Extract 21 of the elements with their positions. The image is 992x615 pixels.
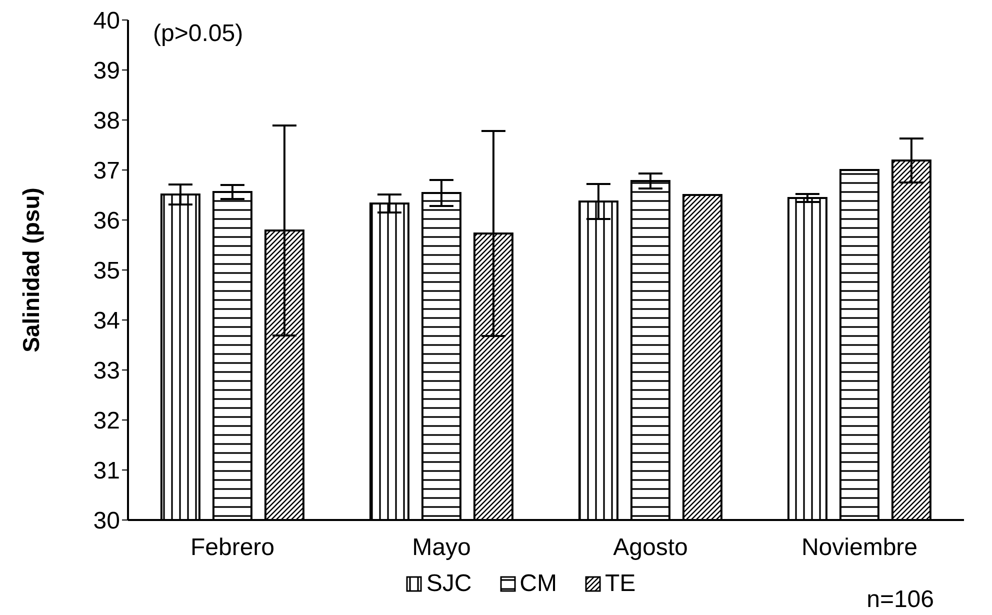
legend-label: CM: [518, 570, 557, 598]
y-tick-label: 36: [93, 208, 120, 235]
x-tick-label: Febrero: [190, 534, 275, 562]
legend-label: TE: [604, 570, 636, 598]
text: n=106: [866, 586, 934, 614]
y-axis-title: Salinidad (psu): [18, 188, 44, 352]
legend-label: SJC: [425, 570, 472, 598]
y-tick-label: 31: [93, 458, 120, 485]
y-tick-label: 40: [93, 8, 120, 35]
y-tick-label: 34: [93, 308, 120, 335]
y-tick-label: 39: [93, 58, 120, 85]
y-tick-label: 37: [93, 158, 120, 185]
y-tick-label: 33: [93, 358, 120, 385]
y-tick-label: 38: [93, 108, 120, 135]
x-tick-label: Mayo: [412, 534, 471, 562]
y-tick-label: 32: [93, 408, 120, 435]
y-tick-label: 35: [93, 258, 120, 285]
x-tick-label: Agosto: [613, 534, 688, 562]
annotation: (p>0.05): [153, 20, 244, 48]
x-tick-label: Noviembre: [801, 534, 918, 562]
y-tick-label: 30: [93, 508, 120, 535]
